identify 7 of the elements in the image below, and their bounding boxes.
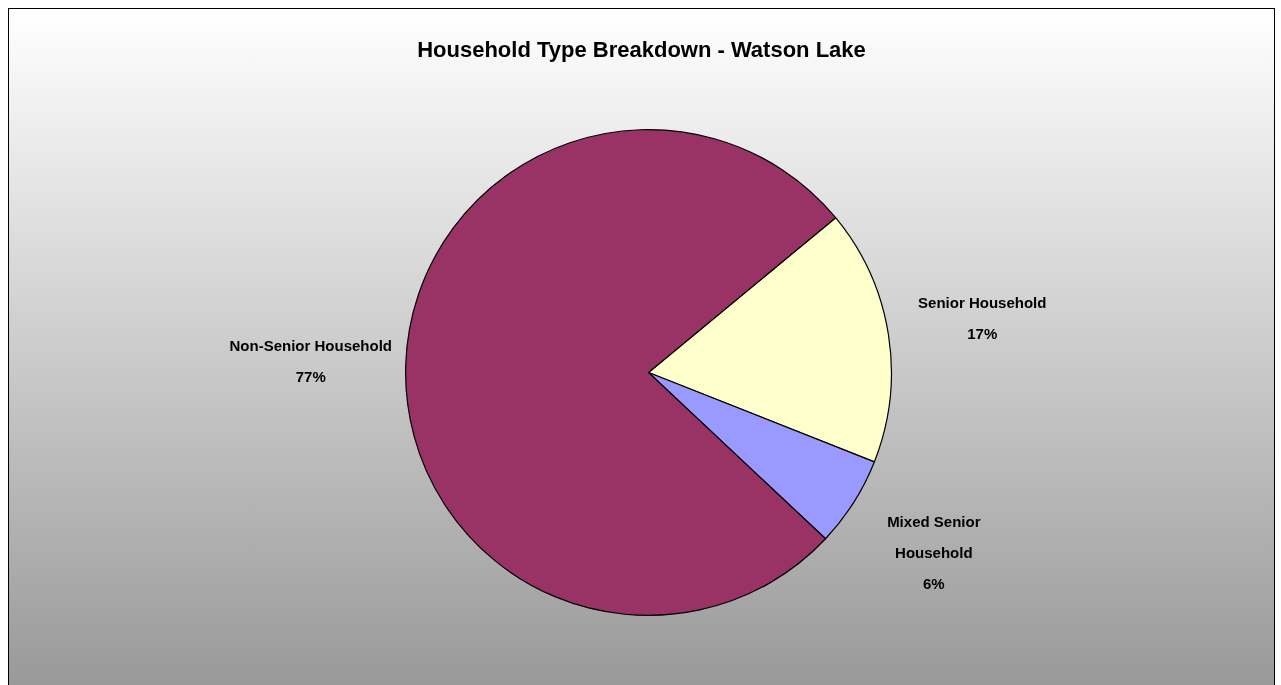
data-label: 77% [295,367,326,385]
data-label: 6% [922,574,945,592]
data-label: 17% [967,325,998,343]
chart-title: Household Type Breakdown - Watson Lake [417,37,866,63]
slice-label: Non-Senior Household [229,336,393,354]
slice-label: Mixed Senior Household [887,512,981,561]
slice-label: Senior Household [918,294,1047,312]
